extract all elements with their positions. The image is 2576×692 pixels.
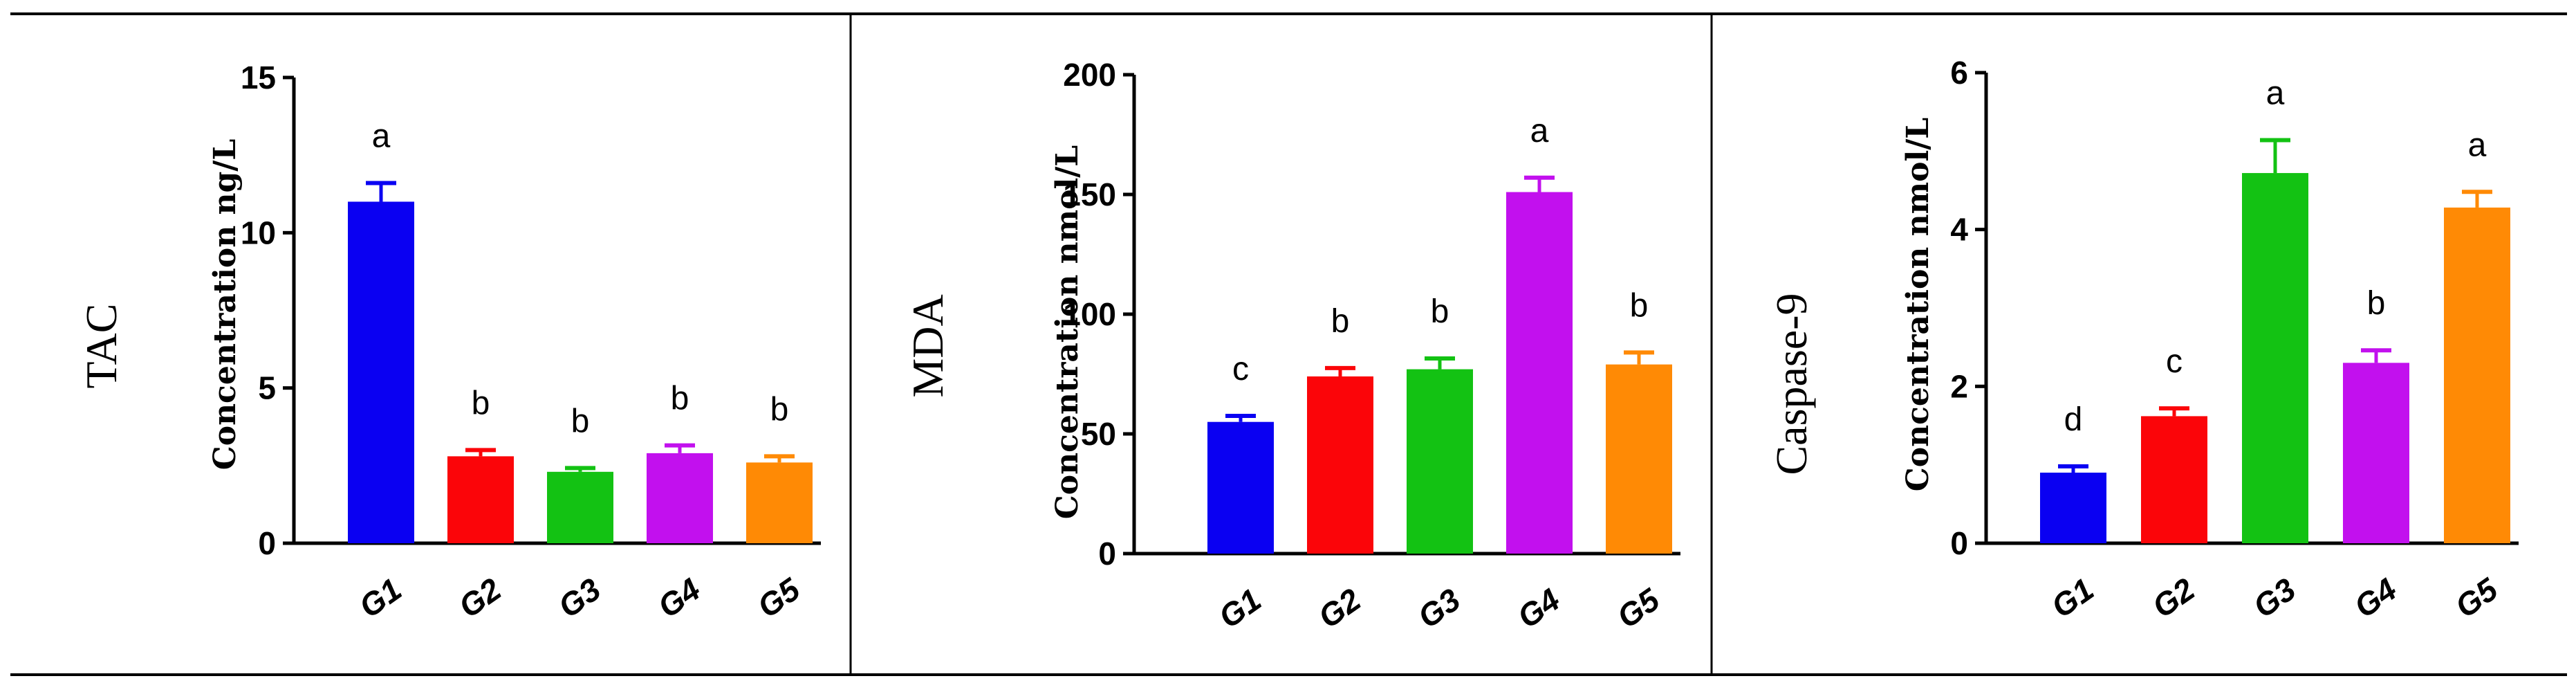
bar-tac-g3 <box>547 471 613 543</box>
x-category-label-tac: G4 <box>651 571 707 625</box>
chart-mda: 0 50 100 150 200 c G1 b G2 b G3 a G4 b G5 <box>1063 57 1680 635</box>
x-category-label-mda: G5 <box>1611 581 1667 635</box>
bar-tac-g2 <box>447 456 514 543</box>
y-tick-label-caspase9: 2 <box>1950 368 1968 404</box>
bar-tac-g1 <box>348 201 414 543</box>
y-tick-label-mda: 50 <box>1081 416 1116 452</box>
y-tick-label-tac: 5 <box>258 370 276 406</box>
significance-letter-tac: b <box>671 381 689 417</box>
panel-label-tac: TAC <box>77 304 126 389</box>
bar-caspase9-g4 <box>2343 363 2409 543</box>
y-tick-label-tac: 0 <box>258 525 276 561</box>
bar-caspase9-g2 <box>2141 416 2207 543</box>
y-axis-title-mda: Concentration nmol/L <box>1050 145 1085 519</box>
y-tick-label-caspase9: 6 <box>1950 55 1968 91</box>
x-category-label-mda: G3 <box>1411 581 1467 635</box>
significance-letter-caspase9: b <box>2367 285 2386 322</box>
bar-mda-g3 <box>1407 369 1473 554</box>
x-category-label-caspase9: G1 <box>2045 571 2100 625</box>
bar-mda-g4 <box>1506 192 1573 554</box>
x-category-label-mda: G1 <box>1212 581 1268 635</box>
y-tick-label-mda: 100 <box>1063 296 1116 332</box>
bar-mda-g5 <box>1606 364 1672 554</box>
x-category-label-caspase9: G4 <box>2348 571 2403 625</box>
significance-letter-caspase9: a <box>2468 127 2487 163</box>
bar-mda-g2 <box>1307 376 1373 554</box>
x-category-label-mda: G4 <box>1511 581 1566 635</box>
y-tick-label-tac: 15 <box>241 60 276 95</box>
significance-letter-tac: a <box>372 118 391 155</box>
x-category-label-caspase9: G5 <box>2449 570 2505 625</box>
significance-letter-caspase9: a <box>2266 75 2285 111</box>
x-category-label-caspase9: G3 <box>2247 571 2302 625</box>
significance-letter-mda: b <box>1630 287 1649 324</box>
x-category-label-tac: G5 <box>751 570 807 625</box>
significance-letter-mda: b <box>1431 293 1449 330</box>
x-category-label-tac: G3 <box>552 571 607 625</box>
bar-caspase9-g1 <box>2040 473 2106 543</box>
significance-letter-tac: b <box>571 403 590 439</box>
significance-letter-mda: b <box>1331 303 1350 340</box>
bar-tac-g4 <box>647 453 713 543</box>
x-category-label-tac: G2 <box>452 571 508 625</box>
bar-caspase9-g5 <box>2444 207 2510 543</box>
y-tick-label-mda: 200 <box>1063 57 1116 93</box>
significance-letter-tac: b <box>770 391 789 428</box>
panel-label-caspase9: Caspase-9 <box>1767 293 1816 475</box>
bar-tac-g5 <box>746 462 813 543</box>
significance-letter-tac: b <box>472 385 490 421</box>
significance-letter-mda: a <box>1530 113 1549 149</box>
significance-letter-caspase9: d <box>2064 401 2083 438</box>
y-tick-label-mda: 0 <box>1098 536 1116 572</box>
chart-caspase9: 0 2 4 6 d G1 c G2 a G3 b G4 a G5 <box>1950 55 2519 625</box>
x-category-label-tac: G1 <box>353 571 408 625</box>
y-axis-title-tac: Concentration ng/L <box>207 139 243 471</box>
y-tick-label-caspase9: 4 <box>1950 212 1968 248</box>
y-tick-label-tac: 10 <box>241 215 276 251</box>
bar-mda-g1 <box>1207 421 1274 554</box>
chart-tac: 0 5 10 15 a G1 b G2 b G3 b G4 b G5 <box>241 60 821 625</box>
significance-letter-mda: c <box>1232 351 1249 388</box>
bar-caspase9-g3 <box>2242 173 2308 544</box>
significance-letter-caspase9: c <box>2166 343 2183 380</box>
y-tick-label-caspase9: 0 <box>1950 525 1968 561</box>
panel-label-mda: MDA <box>903 294 952 397</box>
y-tick-label-mda: 150 <box>1063 176 1116 212</box>
x-category-label-mda: G2 <box>1312 581 1367 635</box>
y-axis-title-caspase9: Concentration nmol/L <box>1900 118 1936 491</box>
x-category-label-caspase9: G2 <box>2146 571 2201 625</box>
